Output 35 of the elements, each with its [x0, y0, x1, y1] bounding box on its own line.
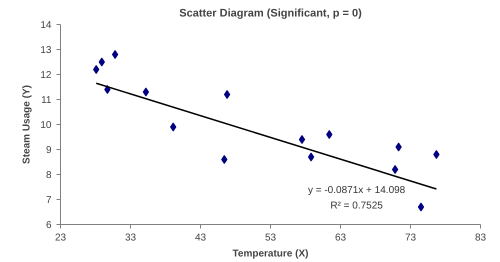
y-tick-label: 7 [46, 195, 52, 206]
x-tick-label: 63 [334, 232, 346, 244]
y-tick-label: 14 [40, 20, 52, 31]
point [395, 142, 402, 152]
y-tick-label: 12 [40, 70, 52, 81]
point [142, 88, 150, 96]
point [308, 152, 314, 162]
y-tick-label: 8 [46, 170, 52, 181]
annotation: R² = 0.7525 [330, 200, 384, 212]
point [326, 130, 332, 139]
point [298, 135, 306, 144]
x-tick-label: 23 [54, 232, 66, 244]
x-tick-label: 33 [124, 232, 136, 244]
point [433, 150, 440, 159]
point [112, 50, 118, 59]
chart-title: Scatter Diagram (Significant, p = 0) [179, 8, 362, 20]
y-tick-label: 9 [46, 145, 52, 156]
y-tick-label: 6 [46, 220, 52, 231]
y-axis-title: Steam Usage (Y) [21, 85, 32, 164]
point [221, 155, 228, 164]
point [98, 58, 105, 66]
point [392, 165, 398, 174]
x-tick-label: 83 [474, 232, 486, 244]
x-tick-label: 73 [404, 232, 416, 244]
x-axis-title: Temperature (X) [232, 248, 308, 260]
point [93, 65, 100, 74]
point [170, 122, 176, 132]
annotation: y = -0.0871x + 14.098 [308, 184, 406, 196]
point [418, 202, 424, 212]
point [224, 90, 230, 99]
y-tick-label: 11 [41, 95, 52, 106]
y-tick-label: 13 [40, 45, 52, 56]
x-tick-label: 43 [194, 232, 206, 244]
y-tick-label: 10 [40, 120, 52, 131]
x-tick-label: 53 [264, 232, 276, 244]
